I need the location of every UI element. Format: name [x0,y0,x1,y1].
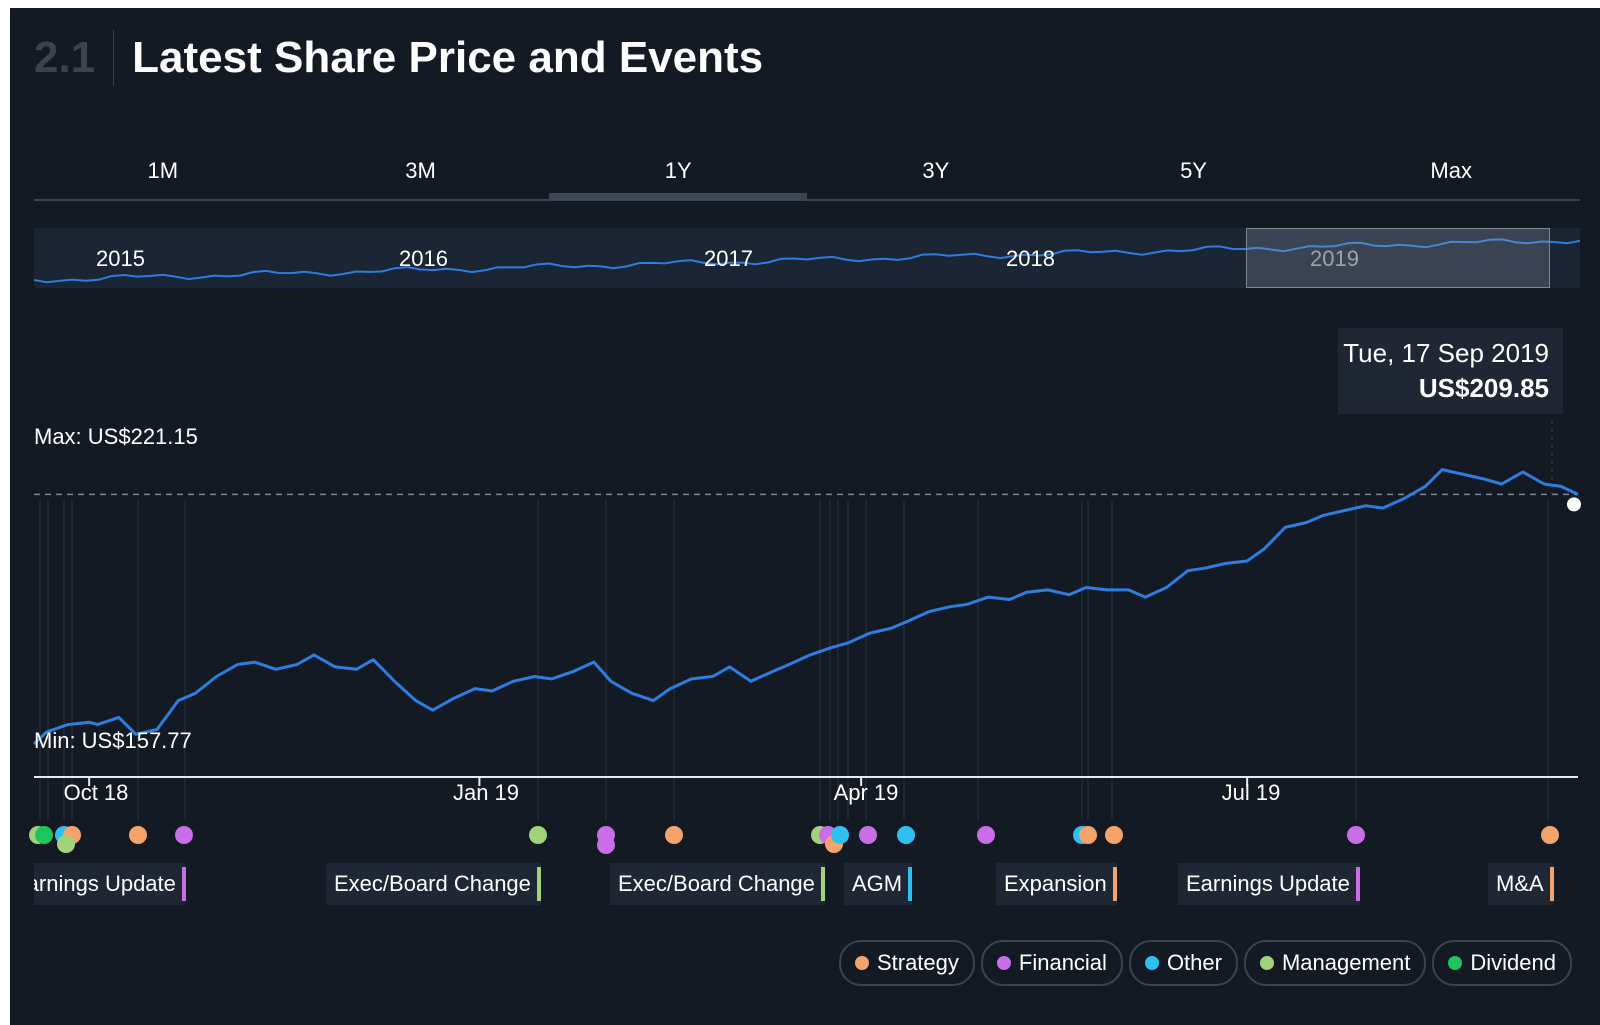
event-dot [175,826,193,844]
tab-5y[interactable]: 5Y [1180,158,1207,183]
section-number: 2.1 [34,30,115,86]
event-dot [529,826,547,844]
tab-max[interactable]: Max [1430,158,1472,183]
legend-dot-icon [996,956,1011,970]
tab-3m[interactable]: 3M [405,158,436,183]
tab-1m[interactable]: 1M [147,158,179,183]
event-label[interactable]: Exec/Board Change [326,863,541,905]
navigator-year-2017: 2017 [704,246,753,271]
event-dot [1347,826,1365,844]
event-label[interactable]: Earnings Update [1178,863,1360,905]
section-title: Latest Share Price and Events [132,33,764,82]
tab-1y[interactable]: 1Y [549,143,807,201]
price-line [32,468,1579,745]
tooltip-price: US$209.85 [1418,373,1549,403]
navigator-selection[interactable] [1246,228,1550,288]
event-dot [1105,826,1123,844]
legend-financial[interactable]: Financial [980,940,1123,986]
max-price-label: Max: US$221.15 [34,424,198,449]
legend-dot-icon [854,956,869,970]
x-tick-label: Jan 19 [452,780,520,805]
legend-management[interactable]: Management [1243,940,1427,986]
event-dot [597,836,615,854]
range-tabs: 1M 3M 1Y 3Y 5Y Max [34,143,1580,201]
event-dot [831,826,849,844]
event-dot [859,826,877,844]
x-tick-label: Oct 18 [63,780,129,805]
legend-strategy[interactable]: Strategy [838,940,975,986]
legend-dot-icon [1259,956,1274,970]
event-label[interactable]: Expansion [996,863,1117,905]
legend-dividend[interactable]: Dividend [1432,940,1572,986]
event-label[interactable]: Exec/Board Change [610,863,825,905]
share-price-panel: 2.1 Latest Share Price and Events [10,8,1600,1025]
range-navigator[interactable]: 2015 2016 2017 2018 2019 [34,228,1580,288]
event-dot [897,826,915,844]
event-dot [35,826,53,844]
legend-dot-icon [1448,956,1463,970]
event-label[interactable]: AGM [844,863,913,905]
event-dot [977,826,995,844]
x-tick-label: Apr 19 [833,780,899,805]
tooltip-date: Tue, 17 Sep 2019 [1343,338,1549,368]
current-price-point [1567,497,1581,512]
legend-other[interactable]: Other [1128,940,1238,986]
event-dot [57,835,75,853]
navigator-year-2018: 2018 [1006,246,1055,271]
navigator-year-2016: 2016 [399,246,448,271]
tab-3y[interactable]: 3Y [922,158,950,183]
event-label[interactable]: M&A [1488,863,1554,905]
event-dot [129,826,147,844]
navigator-year-2015: 2015 [96,246,145,271]
x-tick-label: Jul 19 [1221,780,1281,805]
event-dot [665,826,683,844]
navigator-line [34,238,1580,284]
event-labels: Earnings Update Exec/Board Change Exec/B… [34,863,1580,913]
min-price-label: Min: US$157.77 [34,728,192,753]
event-legend: Strategy Financial Other Management Divi… [838,940,1572,986]
event-dot [1079,826,1097,844]
legend-dot-icon [1144,956,1159,970]
price-tooltip: Tue, 17 Sep 2019 US$209.85 [1338,328,1563,414]
event-dot [1541,826,1559,844]
section-header: 2.1 Latest Share Price and Events [34,28,763,88]
event-label[interactable]: Earnings Update [34,863,186,905]
navigator-year-2019: 2019 [1310,246,1359,271]
